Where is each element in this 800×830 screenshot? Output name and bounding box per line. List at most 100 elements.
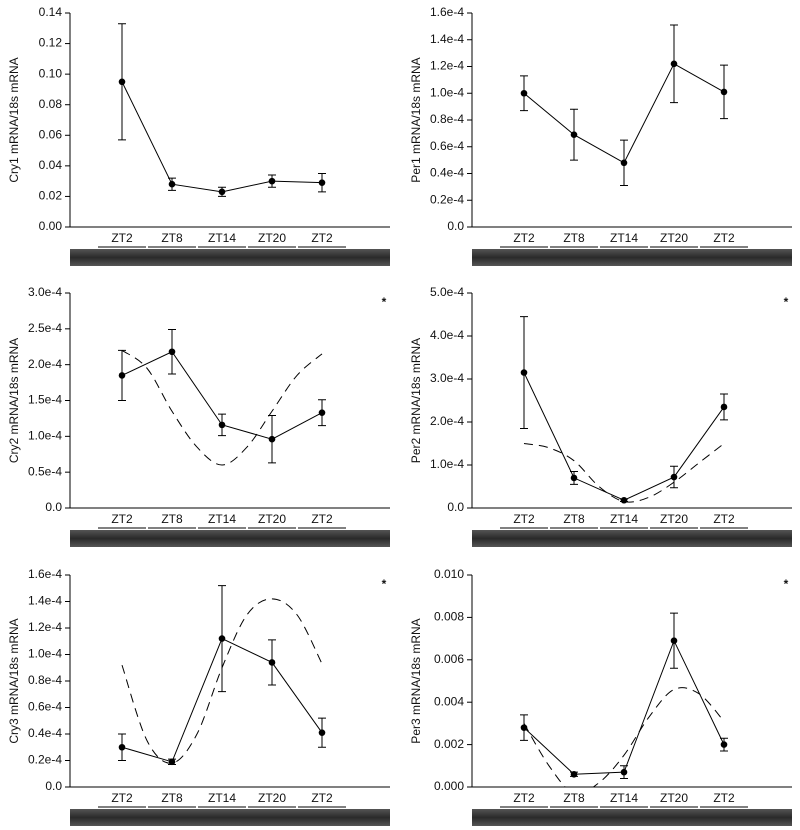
x-tick-label: ZT14 [610, 512, 638, 526]
y-tick-label: 0.02 [39, 189, 63, 203]
y-tick-label: 0.08 [39, 97, 63, 111]
y-tick-label: 0.5e-4 [28, 464, 62, 478]
y-tick-label: 1.2e-4 [430, 59, 464, 73]
data-point [620, 496, 628, 504]
y-tick-label: 0.002 [434, 737, 464, 751]
y-tick-label: 0.004 [434, 694, 464, 708]
y-tick-label: 0.4e-4 [430, 166, 464, 180]
x-tick-label: ZT20 [660, 512, 688, 526]
data-point [218, 421, 226, 429]
data-line [523, 639, 725, 775]
y-tick-label: 0.04 [39, 158, 63, 172]
y-tick-label: 3.0e-4 [430, 371, 464, 385]
data-point [318, 179, 326, 186]
y-tick-label: 0.10 [39, 66, 63, 80]
x-tick-label: ZT14 [208, 791, 236, 805]
x-tick-label: ZT20 [258, 791, 286, 805]
data-point [268, 659, 276, 666]
y-tick-label: 1.6e-4 [430, 5, 464, 19]
y-tick-label: 0.008 [434, 610, 464, 624]
y-tick-label: 1.0e-4 [430, 457, 464, 471]
y-tick-label: 0.8e-4 [28, 673, 62, 687]
data-point [318, 409, 326, 416]
x-tick-label: ZT8 [563, 512, 585, 526]
significance-mark: * [784, 295, 789, 309]
y-tick-label: 0.8e-4 [430, 112, 464, 126]
y-tick-label: 1.0e-4 [430, 85, 464, 99]
x-tick-label: ZT2 [111, 791, 133, 805]
gel-strip [70, 530, 390, 547]
y-tick-label: 1.2e-4 [28, 620, 62, 634]
data-point [720, 741, 728, 748]
x-tick-label: ZT8 [161, 791, 183, 805]
y-axis-label: Per3 mRNA/18s mRNA [409, 618, 423, 743]
x-tick-label: ZT2 [713, 512, 735, 526]
x-tick-label: ZT2 [513, 512, 535, 526]
x-tick-label: ZT14 [610, 231, 638, 245]
data-point [118, 78, 126, 86]
data-point [670, 473, 678, 481]
data-point [168, 758, 176, 766]
panel: 0.0 0.2e-4 0.4e-4 0.6e-4 0.8e-4 1.0e-4 1.2e-4 1… [7, 567, 390, 826]
x-tick-label: ZT14 [208, 512, 236, 526]
x-tick-label: ZT8 [563, 231, 585, 245]
data-line [523, 372, 725, 501]
panel: 0.00 0.02 0.04 0.06 0.08 0.10 0.12 0.14 Cry1 mRN… [7, 5, 390, 266]
data-point [570, 770, 578, 778]
y-tick-label: 1.4e-4 [430, 32, 464, 46]
x-tick-label: ZT2 [713, 791, 735, 805]
data-point [570, 131, 578, 139]
panel: 0.0 0.5e-4 1.0e-4 1.5e-4 2.0e-4 2.5e-4 3.0e-4 C… [7, 285, 390, 547]
y-tick-label: 0.14 [39, 5, 63, 19]
data-point [218, 635, 226, 642]
y-axis-label: Per1 mRNA/18s mRNA [409, 57, 423, 182]
significance-mark: * [784, 577, 789, 591]
y-tick-label: 5.0e-4 [430, 285, 464, 299]
x-tick-label: ZT2 [111, 512, 133, 526]
fit-curve [523, 443, 725, 503]
x-tick-label: ZT2 [111, 231, 133, 245]
data-point [268, 435, 276, 443]
data-point [570, 474, 578, 482]
y-tick-label: 0.006 [434, 652, 464, 666]
fit-curve [121, 349, 323, 466]
data-point [520, 369, 528, 376]
y-tick-label: 0.2e-4 [28, 753, 62, 767]
y-tick-label: 0.000 [434, 779, 464, 793]
panel: 0.000 0.002 0.004 0.006 0.008 0.010 Per3 mRNA/… [409, 567, 792, 826]
gel-strip [472, 809, 792, 826]
data-point [268, 177, 276, 185]
x-tick-label: ZT8 [563, 791, 585, 805]
data-point [218, 188, 226, 196]
y-tick-label: 0.0 [447, 219, 464, 233]
y-tick-label: 1.0e-4 [28, 429, 62, 443]
y-tick-label: 1.0e-4 [28, 647, 62, 661]
data-point [520, 89, 528, 97]
data-point [620, 159, 628, 167]
data-line [121, 81, 323, 193]
y-axis-label: Per2 mRNA/18s mRNA [409, 338, 423, 463]
x-tick-label: ZT2 [513, 791, 535, 805]
y-tick-label: 3.0e-4 [28, 285, 62, 299]
y-tick-label: 0.6e-4 [430, 139, 464, 153]
gel-strip [70, 249, 390, 266]
data-point [670, 637, 678, 645]
x-tick-label: ZT2 [311, 791, 333, 805]
significance-mark: * [382, 295, 387, 309]
x-tick-label: ZT14 [610, 791, 638, 805]
x-tick-label: ZT20 [258, 231, 286, 245]
y-tick-label: 4.0e-4 [430, 328, 464, 342]
data-point [168, 180, 176, 188]
gel-strip [472, 530, 792, 547]
fit-curve [121, 598, 323, 764]
y-tick-label: 0.0 [447, 500, 464, 514]
x-tick-label: ZT2 [311, 231, 333, 245]
x-tick-label: ZT20 [660, 791, 688, 805]
x-tick-label: ZT8 [161, 231, 183, 245]
x-tick-label: ZT20 [660, 231, 688, 245]
panel: 0.0 1.0e-4 2.0e-4 3.0e-4 4.0e-4 5.0e-4 Per2 mR… [409, 285, 792, 547]
y-axis-label: Cry1 mRNA/18s mRNA [7, 57, 21, 182]
x-tick-label: ZT14 [208, 231, 236, 245]
significance-mark: * [382, 577, 387, 591]
